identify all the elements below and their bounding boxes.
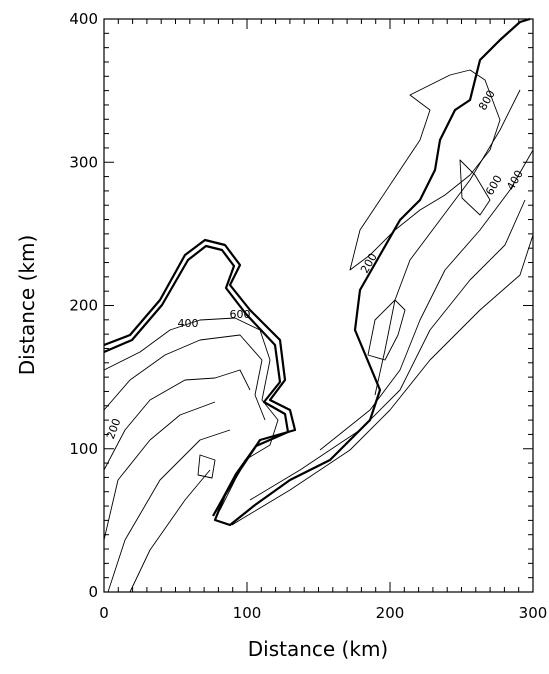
- contour-label: 400: [178, 317, 199, 330]
- plot-frame: [104, 19, 533, 592]
- y-tick-label: 300: [69, 153, 98, 171]
- contour-line: [104, 246, 288, 516]
- contour-line: [104, 19, 530, 525]
- x-axis-label: Distance (km): [248, 637, 388, 661]
- contour-line: [232, 235, 533, 525]
- y-tick-label: 200: [69, 297, 98, 315]
- contour-label: 400: [504, 168, 526, 193]
- contour-label: 800: [476, 88, 498, 113]
- y-tick-label: 0: [88, 583, 98, 601]
- contour-line: [130, 470, 210, 592]
- y-tick-label: 100: [69, 440, 98, 458]
- contour-label: 600: [483, 173, 505, 198]
- contour-label: 200: [358, 251, 380, 276]
- x-tick-label: 300: [519, 604, 548, 622]
- y-tick-label: 400: [69, 10, 98, 28]
- contour-line: [108, 430, 230, 592]
- contour-label: 600: [230, 308, 251, 321]
- contour-line: [104, 335, 265, 420]
- contour-line: [320, 150, 533, 450]
- contour-line: [375, 90, 520, 395]
- contour-line: [104, 318, 278, 510]
- chart: Distance (km) Distance (km) 200 200 400 …: [0, 0, 549, 670]
- contour-lines: [104, 19, 533, 592]
- x-tick-label: 200: [376, 604, 405, 622]
- y-axis-label: Distance (km): [15, 235, 39, 375]
- x-tick-label: 0: [99, 604, 109, 622]
- contour-line: [368, 300, 405, 360]
- contour-line: [250, 200, 525, 500]
- x-tick-label: 100: [233, 604, 262, 622]
